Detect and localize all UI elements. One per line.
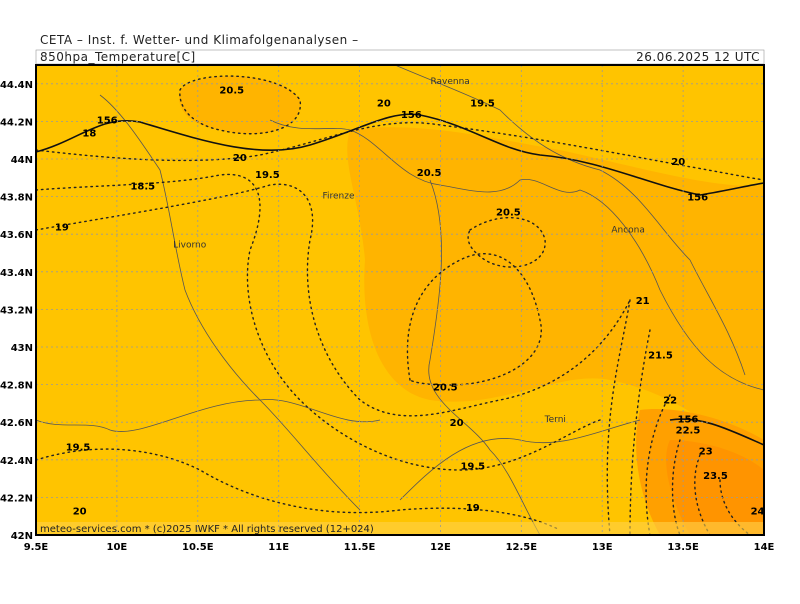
geopotential-line — [669, 418, 765, 446]
isotherm — [35, 173, 601, 471]
contour-label: 22.5 — [676, 426, 701, 437]
y-tick-label: 42.6N — [0, 418, 33, 429]
x-tick-label: 9.5E — [24, 542, 49, 553]
contour-label: 18.5 — [130, 181, 155, 192]
isotherm — [35, 448, 561, 531]
city-label: Firenze — [323, 191, 355, 201]
x-tick-label: 13E — [592, 542, 613, 553]
y-tick-label: 42.8N — [0, 381, 33, 392]
isotherm — [179, 75, 301, 135]
x-tick-label: 10E — [107, 542, 128, 553]
copyright-footer: meteo-services.com * (c)2025 IWKF * All … — [40, 524, 374, 535]
x-tick-label: 13.5E — [667, 542, 699, 553]
contour-label: 20.5 — [219, 85, 244, 96]
city-label: Ravenna — [430, 77, 469, 87]
contour-label: 21 — [636, 296, 650, 307]
temperature-field-mid — [347, 127, 764, 481]
institution-header: CETA – Inst. f. Wetter- und Klimafolgena… — [40, 33, 359, 47]
isotherm — [467, 217, 546, 268]
contour-label: 20.5 — [417, 168, 442, 179]
contour-label: 19 — [55, 223, 69, 234]
isotherm — [606, 299, 751, 536]
contour-label: 22 — [663, 396, 677, 407]
y-tick-label: 42.4N — [0, 456, 33, 467]
field-title: 850hpa_Temperature[C] — [40, 50, 196, 64]
contour-label: 156 — [401, 110, 422, 121]
isotherm — [406, 253, 542, 386]
contour-label: 19.5 — [470, 99, 495, 110]
y-tick-label: 44.4N — [0, 80, 33, 91]
contour-label: 20 — [73, 507, 87, 518]
contour-label: 19 — [466, 503, 480, 514]
contour-label: 19.5 — [460, 461, 485, 472]
contour-label: 23.5 — [703, 471, 728, 482]
city-label: Terni — [544, 415, 566, 425]
coastline — [99, 94, 361, 511]
contour-label: 21.5 — [648, 351, 673, 362]
x-tick-label: 12.5E — [506, 542, 538, 553]
contour-label: 19.5 — [66, 443, 91, 454]
y-tick-label: 43N — [11, 343, 33, 354]
contour-label: 20 — [377, 99, 391, 110]
x-tick-label: 12E — [430, 542, 451, 553]
x-tick-label: 14E — [754, 542, 775, 553]
y-tick-label: 43.8N — [0, 193, 33, 204]
map-area — [35, 64, 765, 536]
x-tick-label: 11.5E — [344, 542, 376, 553]
city-label: Livorno — [173, 240, 207, 250]
contour-label: 156 — [97, 116, 118, 127]
coastline — [394, 64, 746, 376]
map-labels: 9.5E 10E 10.5E 11E 11.5E 12E 12.5E 13E 13.5E 14E 4… — [0, 77, 775, 553]
footer-strip — [36, 522, 764, 535]
contour-label: 19.5 — [255, 170, 280, 181]
x-tick-label: 10.5E — [182, 542, 214, 553]
contour-label: 18 — [82, 129, 96, 140]
y-tick-label: 43.6N — [0, 230, 33, 241]
map-frame — [35, 64, 765, 536]
contour-label: 20.5 — [433, 382, 458, 393]
isotherm — [35, 122, 765, 181]
borders — [35, 119, 765, 536]
y-tick-label: 42N — [11, 531, 33, 542]
x-tick-label: 11E — [268, 542, 289, 553]
y-tick-label: 42.2N — [0, 493, 33, 504]
contour-label: 20.5 — [496, 208, 521, 219]
temperature-field-highest — [666, 440, 764, 535]
contour-label: 20 — [450, 418, 464, 429]
contour-label: 156 — [678, 414, 699, 425]
contour-label: 156 — [687, 193, 708, 204]
contour-label: 20 — [233, 153, 247, 164]
contour-label: 20 — [671, 157, 685, 168]
temperature-field-mid — [179, 76, 301, 134]
contour-label: 24 — [751, 507, 765, 518]
y-tick-label: 44.2N — [0, 117, 33, 128]
y-tick-label: 43.4N — [0, 268, 33, 279]
y-tick-label: 43.2N — [0, 305, 33, 316]
city-label: Ancona — [611, 225, 645, 235]
valid-time: 26.06.2025 12 UTC — [636, 50, 760, 64]
y-tick-label: 44N — [11, 155, 33, 166]
geopotential-line — [35, 113, 765, 196]
contour-label: 23 — [699, 446, 713, 457]
